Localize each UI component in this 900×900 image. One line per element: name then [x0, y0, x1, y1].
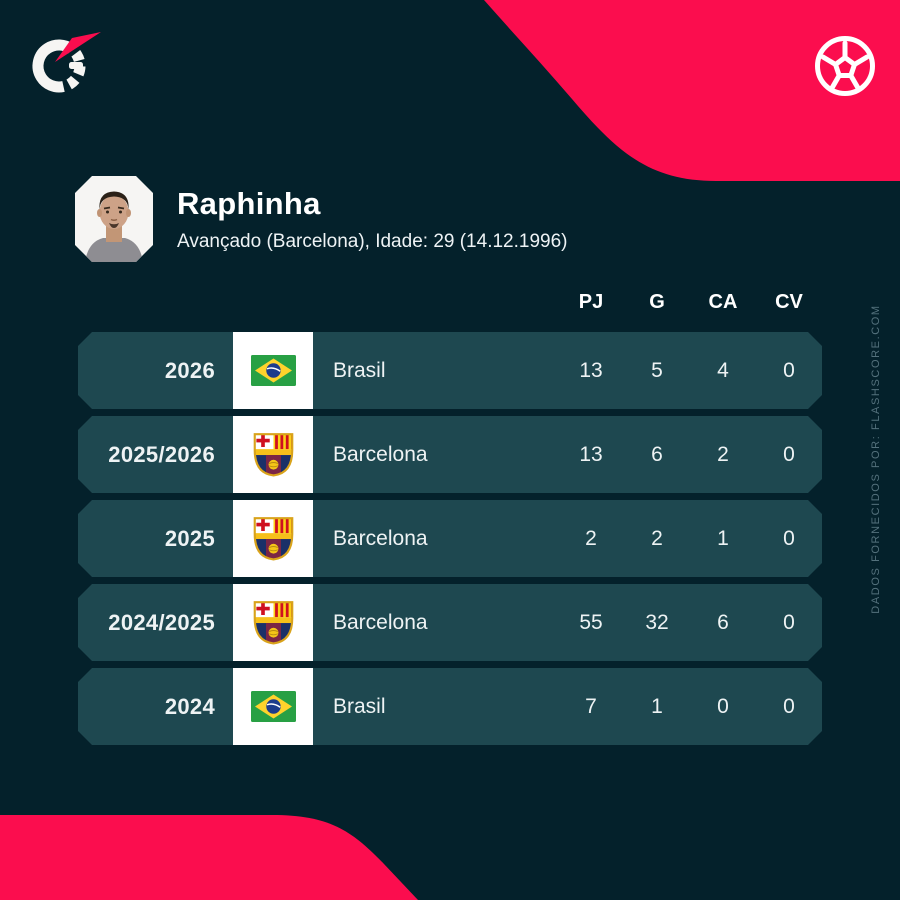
stat-g: 2	[651, 526, 663, 550]
table-row: 2026 Brasil 13 5 4 0	[78, 332, 822, 409]
column-header-pj: PJ	[578, 291, 604, 313]
team-badge	[233, 332, 313, 409]
stat-cv: 0	[783, 694, 795, 718]
stat-cells: 2 2 1 0	[558, 500, 822, 577]
barcelona-crest-icon	[252, 432, 295, 477]
stat-g: 1	[651, 694, 663, 718]
stat-cells: 13 5 4 0	[558, 332, 822, 409]
stat-ca: 1	[717, 526, 729, 550]
season-label: 2026	[164, 357, 215, 383]
barcelona-crest-icon	[252, 516, 295, 561]
stat-cv: 0	[783, 526, 795, 550]
player-avatar	[75, 176, 153, 262]
team-name: Barcelona	[333, 442, 428, 466]
soccer-ball-icon	[813, 34, 877, 103]
stat-ca: 6	[717, 610, 729, 634]
season-label: 2024/2025	[108, 609, 215, 635]
data-provider-watermark: DADOS FORNECIDOS POR: FLASHSCORE.COM	[870, 304, 882, 614]
team-name: Barcelona	[333, 610, 428, 634]
table-row: 2025 Barcelona 2 2 1 0	[78, 500, 822, 577]
team-badge	[233, 416, 313, 493]
flashscore-logo-icon	[28, 24, 106, 101]
table-row: 2025/2026 Barcelona 13 6 2 0	[78, 416, 822, 493]
table-row: 2024/2025 Barcelona 55 32 6 0	[78, 584, 822, 661]
stat-cv: 0	[783, 610, 795, 634]
player-name: Raphinha	[177, 186, 321, 221]
column-header-g: G	[649, 291, 665, 313]
stat-pj: 13	[579, 442, 603, 466]
team-badge	[233, 668, 313, 745]
stat-pj: 55	[579, 610, 603, 634]
season-label: 2025	[164, 525, 215, 551]
table-row: 2024 Brasil 7 1 0 0	[78, 668, 822, 745]
stat-pj: 13	[579, 358, 603, 382]
brazil-flag-icon	[251, 691, 296, 722]
stat-g: 32	[645, 610, 669, 634]
stat-pj: 7	[585, 694, 597, 718]
stat-ca: 2	[717, 442, 729, 466]
team-name: Brasil	[333, 694, 386, 718]
team-name: Brasil	[333, 358, 386, 382]
team-name: Barcelona	[333, 526, 428, 550]
stat-cv: 0	[783, 442, 795, 466]
seasons-table: 2026 Brasil 13 5 4 0 2025/2026 Barcelona 13 6 2 0 20…	[78, 332, 822, 752]
stat-cells: 7 1 0 0	[558, 668, 822, 745]
stat-pj: 2	[585, 526, 597, 550]
brazil-flag-icon	[251, 355, 296, 386]
stat-g: 6	[651, 442, 663, 466]
stat-cells: 55 32 6 0	[558, 584, 822, 661]
stat-g: 5	[651, 358, 663, 382]
barcelona-crest-icon	[252, 600, 295, 645]
team-badge	[233, 500, 313, 577]
stat-cells: 13 6 2 0	[558, 416, 822, 493]
team-badge	[233, 584, 313, 661]
table-column-headers: PJ G CA CV	[558, 291, 822, 314]
stat-cv: 0	[783, 358, 795, 382]
column-header-cv: CV	[775, 291, 803, 313]
column-header-ca: CA	[708, 291, 738, 313]
stat-ca: 4	[717, 358, 729, 382]
season-label: 2024	[164, 693, 215, 719]
player-details: Avançado (Barcelona), Idade: 29 (14.12.1…	[177, 231, 568, 252]
stat-ca: 0	[717, 694, 729, 718]
season-label: 2025/2026	[108, 441, 215, 467]
